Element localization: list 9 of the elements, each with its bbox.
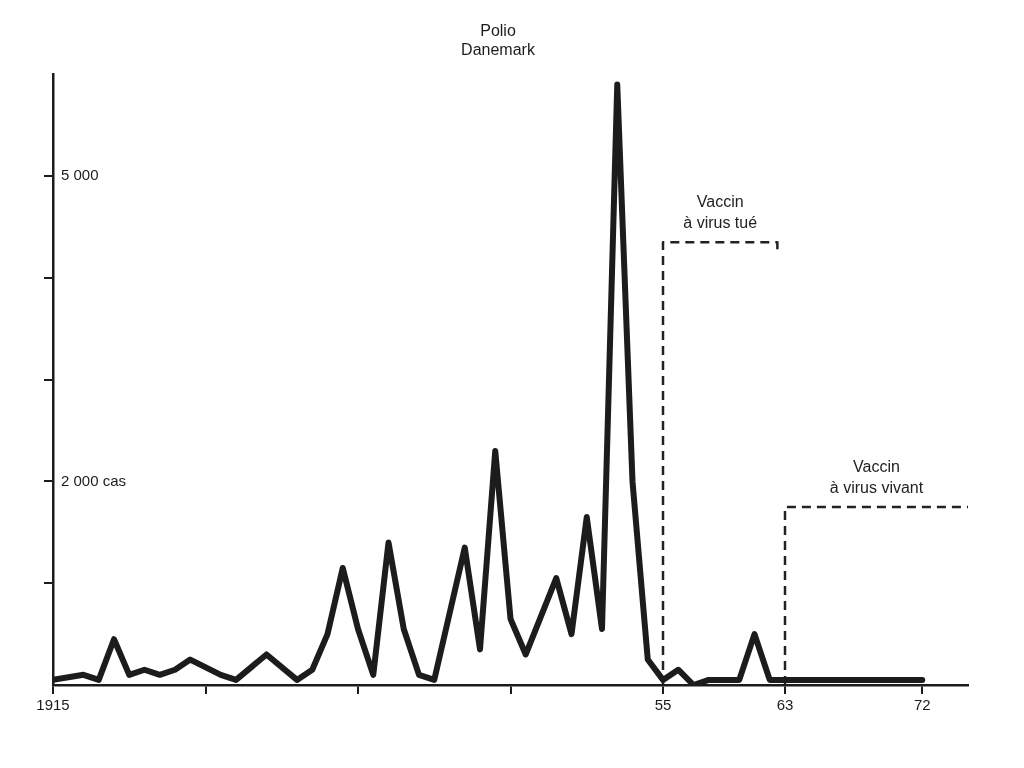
series-label: Vaccin à virus tué xyxy=(683,193,758,232)
x-tick-label: 63 xyxy=(776,696,794,714)
x-tick-label: 72 xyxy=(913,696,931,714)
x-tick-label: 1915 xyxy=(36,696,70,714)
chart-title: Polio Danemark xyxy=(461,22,536,59)
x-tick-label: 55 xyxy=(654,696,672,714)
y-tick-label: 5 000 xyxy=(61,166,99,184)
series-label: Vaccin à virus vivant xyxy=(829,457,924,496)
y-tick-label: 2 000 cas xyxy=(61,471,127,489)
